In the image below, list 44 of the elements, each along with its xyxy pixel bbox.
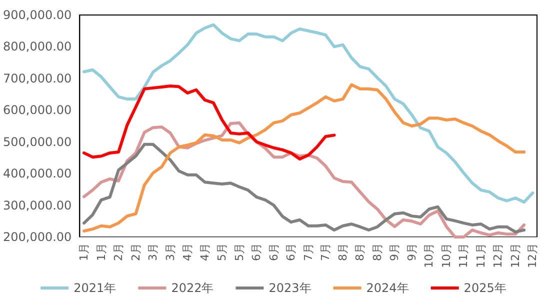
line-series	[82, 142, 526, 234]
x-tick-label: 8月	[336, 243, 350, 261]
x-tick-label: 9月	[388, 243, 402, 261]
x-tick-label: 6月	[250, 243, 264, 261]
x-tick-label: 7月	[302, 243, 315, 261]
x-tick-label: 6月	[284, 243, 298, 261]
x-tick-label: 2月	[112, 243, 126, 261]
x-tick-label: 8月	[354, 243, 367, 261]
x-tick-label: 4月	[198, 243, 212, 261]
x-tick-label: 6月	[267, 243, 280, 261]
x-tick-label: 1月	[78, 243, 91, 261]
x-tick-label: 10月	[422, 243, 436, 268]
x-tick-label: 5月	[232, 243, 246, 261]
x-tick-label: 11月	[457, 243, 470, 268]
y-tick-label: 300,000.00	[2, 198, 72, 212]
x-tick-label: 2月	[129, 243, 142, 261]
legend-label: 2022年	[171, 281, 214, 295]
line-series	[82, 84, 336, 160]
y-tick-label: 500,000.00	[2, 134, 72, 149]
x-tick-label: 4月	[181, 243, 194, 261]
x-tick-label: 11月	[474, 243, 488, 268]
x-tick-label: 12月	[526, 243, 540, 268]
legend-label: 2021年	[74, 281, 116, 295]
x-tick-label: 3月	[146, 243, 160, 261]
x-tick-label: 3月	[164, 243, 177, 261]
x-tick-label: 7月	[319, 243, 332, 261]
x-tick-label: 10月	[440, 243, 453, 268]
y-tick-label: 600,000.00	[2, 103, 72, 118]
y-tick-label: 200,000.00	[2, 230, 72, 244]
y-tick-label: 900,000.00	[2, 8, 72, 22]
legend-label: 2024年	[366, 281, 409, 295]
y-tick-label: 400,000.00	[2, 166, 72, 181]
x-tick-label: 5月	[216, 243, 229, 261]
y-tick-label: 700,000.00	[2, 71, 72, 86]
x-tick-label: 8月	[370, 243, 384, 261]
line-series	[82, 83, 526, 232]
line-series	[82, 23, 534, 204]
x-tick-label: 12月	[492, 243, 505, 268]
x-tick-label: 1月	[94, 243, 108, 261]
x-tick-label: 9月	[405, 243, 418, 261]
x-tick-label: 12月	[508, 243, 522, 268]
legend-label: 2025年	[464, 281, 506, 295]
y-tick-label: 800,000.00	[2, 40, 72, 54]
legend-label: 2023年	[268, 281, 312, 295]
